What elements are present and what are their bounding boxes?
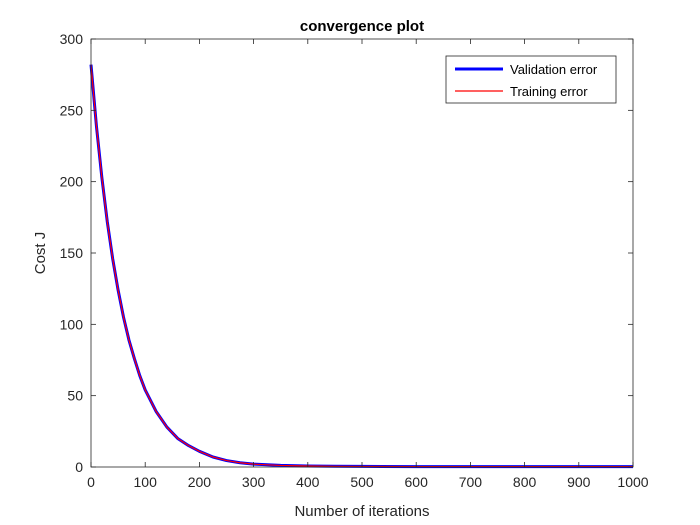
- y-tick-label: 100: [60, 316, 84, 332]
- legend-label-training-error: Training error: [510, 84, 588, 99]
- x-tick-label: 200: [188, 474, 212, 490]
- y-tick-label: 0: [75, 459, 83, 475]
- x-tick-label: 100: [134, 474, 158, 490]
- x-tick-label: 300: [242, 474, 266, 490]
- x-tick-label: 700: [459, 474, 483, 490]
- series-layer: [89, 64, 633, 469]
- legend-label-validation-error: Validation error: [510, 62, 598, 77]
- x-axis-label: Number of iterations: [294, 503, 429, 520]
- y-tick-label: 250: [60, 102, 84, 118]
- plot-area: [91, 39, 633, 467]
- legend: Validation error Training error: [445, 55, 617, 104]
- x-tick-label: 900: [567, 474, 591, 490]
- x-tick-label: 600: [405, 474, 429, 490]
- y-axis-label: Cost J: [32, 232, 49, 275]
- x-tick-label: 800: [513, 474, 537, 490]
- series-line-training-error: [90, 64, 633, 468]
- y-tick-label: 50: [67, 388, 83, 404]
- x-tick-label: 1000: [617, 474, 648, 490]
- x-tick-label: 400: [296, 474, 320, 490]
- ticks-layer: 0 100 200 300 400 500 600 700 800 900 1000 0 50 100 15…: [60, 31, 649, 490]
- y-tick-label: 200: [60, 174, 84, 190]
- y-tick-label: 150: [60, 245, 84, 261]
- y-tick-label: 300: [60, 31, 84, 47]
- chart-title: convergence plot: [300, 18, 424, 35]
- x-tick-label: 500: [350, 474, 374, 490]
- legend-box: [445, 55, 617, 104]
- x-tick-label: 0: [87, 474, 95, 490]
